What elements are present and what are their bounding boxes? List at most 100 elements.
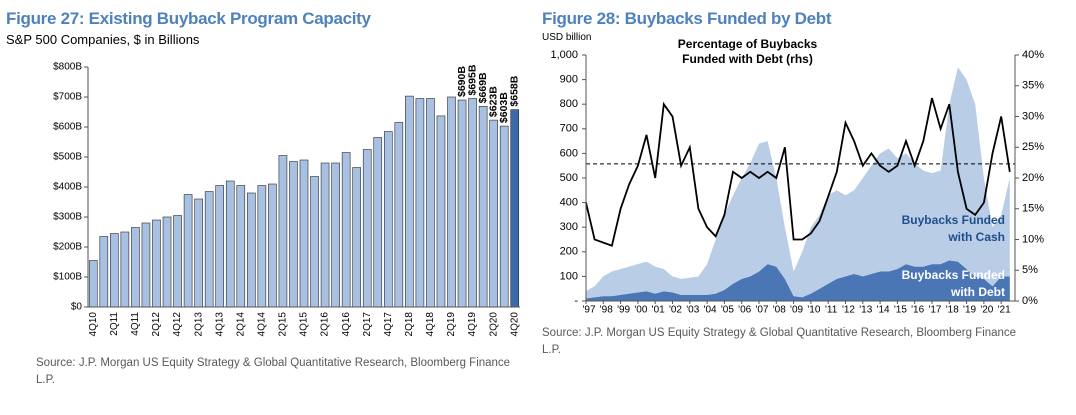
x-tick-label: '18 — [946, 305, 959, 316]
x-tick-label: 2Q15 — [278, 312, 289, 337]
x-tick-label: '14 — [877, 305, 890, 316]
bar — [162, 216, 172, 308]
bar — [141, 222, 151, 308]
x-tick-label: '09 — [790, 305, 803, 316]
x-tick-label: 2Q17 — [362, 312, 373, 337]
series-label: Buybacks Funded with Debt — [901, 268, 1005, 299]
bar — [489, 119, 498, 308]
x-tick-label: 2Q16 — [320, 312, 331, 337]
y-tick-label: $700B — [53, 92, 82, 103]
bar — [478, 106, 488, 308]
y-tick-label: $800B — [53, 62, 82, 73]
bar — [362, 149, 372, 308]
chart-title: Figure 28: Buybacks Funded by Debt — [542, 9, 832, 28]
x-tick-label: '06 — [738, 305, 751, 316]
bar — [215, 185, 225, 308]
x-tick-label: 4Q18 — [425, 312, 436, 337]
x-tick-label: '11 — [825, 305, 838, 316]
x-tick-label: 4Q15 — [299, 312, 310, 337]
y-axis-label: USD billion — [542, 32, 592, 43]
bar — [341, 152, 351, 308]
bar — [299, 159, 309, 308]
bar — [373, 137, 383, 308]
bar — [310, 176, 319, 308]
x-tick-label: '13 — [859, 305, 872, 316]
y2-tick-label: 10% — [1022, 233, 1044, 245]
y-tick-label: - — [574, 295, 578, 307]
x-tick-label: 4Q16 — [341, 312, 352, 337]
y-tick-label: 600 — [560, 147, 578, 159]
x-tick-label: '03 — [686, 305, 699, 316]
x-tick-label: '10 — [807, 305, 820, 316]
chart-subtitle: S&P 500 Companies, $ in Billions — [6, 32, 200, 47]
bar — [352, 167, 361, 308]
x-tick-label: '01 — [652, 305, 665, 316]
x-tick-label: '99 — [617, 305, 630, 316]
bar — [468, 98, 477, 308]
data-label: $695B — [466, 64, 478, 95]
y-tick-label: $0 — [71, 302, 83, 313]
y2-tick-label: 25% — [1022, 141, 1044, 153]
bar — [320, 162, 330, 308]
bar — [405, 95, 414, 308]
y-tick-label: 200 — [560, 246, 578, 258]
x-tick-label: 4Q10 — [88, 312, 99, 337]
x-tick-label: 4Q14 — [256, 312, 267, 337]
x-tick-label: '04 — [704, 305, 717, 316]
annotation: Percentage of Buybacks Funded with Debt … — [677, 37, 818, 66]
y-tick-label: 900 — [560, 74, 578, 86]
bar — [173, 215, 182, 308]
y2-tick-label: 0% — [1022, 295, 1038, 307]
data-label: $658B — [509, 75, 521, 106]
bar — [426, 98, 435, 308]
bar — [225, 180, 235, 308]
bar — [268, 183, 277, 308]
x-tick-label: '17 — [928, 305, 941, 316]
y-tick-label: 500 — [560, 172, 578, 184]
y-tick-label: 400 — [560, 197, 578, 209]
x-tick-label: '00 — [634, 305, 647, 316]
x-tick-label: '08 — [773, 305, 786, 316]
bar — [278, 155, 288, 308]
bar — [383, 131, 393, 308]
y-tick-label: 100 — [560, 270, 578, 282]
bar — [331, 162, 340, 308]
source-note: Source: J.P. Morgan US Equity Strategy &… — [36, 357, 511, 386]
bar — [236, 185, 246, 308]
data-label: $603B — [498, 92, 510, 123]
y2-tick-label: 15% — [1022, 203, 1044, 215]
chart-title: Figure 27: Existing Buyback Program Capa… — [6, 9, 371, 28]
line-series — [585, 97, 1011, 247]
x-tick-label: 2Q11 — [109, 312, 120, 336]
bar — [204, 191, 214, 308]
x-tick-label: '15 — [894, 305, 907, 316]
y-tick-label: 300 — [560, 221, 578, 233]
bar — [99, 236, 109, 308]
y2-tick-label: 30% — [1022, 110, 1044, 122]
data-label: $669B — [477, 72, 489, 103]
bar — [120, 231, 130, 308]
x-tick-label: 4Q13 — [214, 312, 225, 337]
x-tick-label: '12 — [842, 305, 855, 316]
bar — [110, 233, 119, 308]
y-tick-label: $600B — [53, 122, 82, 133]
y-tick-label: $500B — [53, 152, 82, 163]
data-label: $690B — [456, 66, 468, 97]
series-label: Buybacks Funded with Cash — [901, 213, 1005, 244]
bar — [499, 125, 509, 308]
x-tick-label: '02 — [669, 305, 682, 316]
y-tick-label: $400B — [53, 182, 82, 193]
x-tick-label: '07 — [755, 305, 768, 316]
x-tick-label: '20 — [980, 305, 993, 316]
bar — [510, 109, 520, 308]
data-label: $623B — [487, 86, 499, 117]
x-tick-label: '98 — [600, 305, 613, 316]
x-tick-label: 2Q13 — [193, 312, 204, 337]
bar — [394, 122, 404, 308]
area-series — [586, 260, 1010, 301]
x-tick-label: 2Q18 — [404, 312, 415, 337]
bar — [152, 219, 161, 308]
bar — [289, 161, 298, 308]
y2-tick-label: 35% — [1022, 80, 1044, 92]
